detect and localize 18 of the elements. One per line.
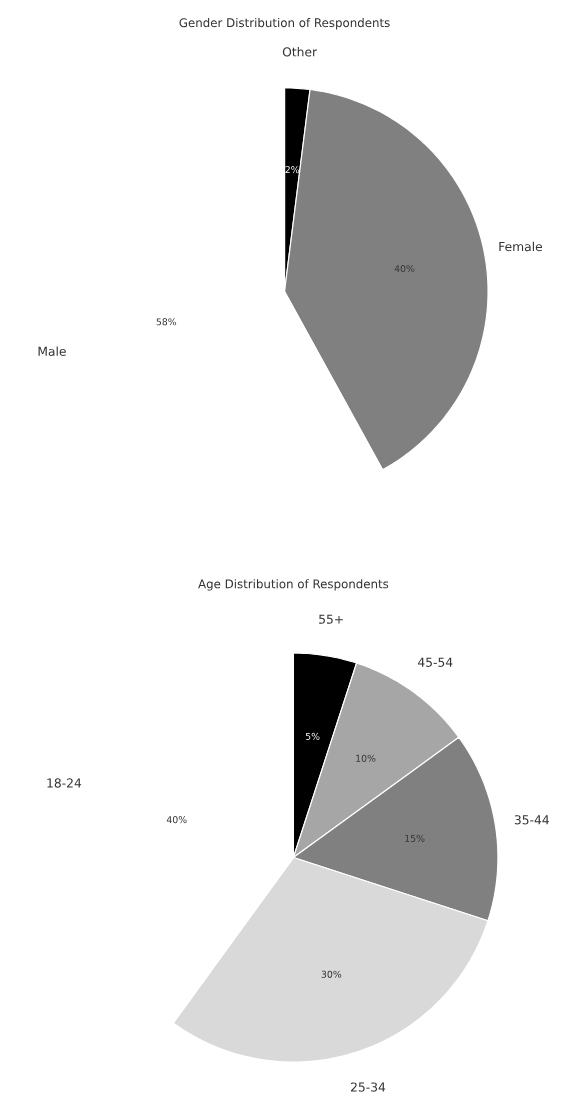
data-label: 5% xyxy=(305,732,320,740)
chart-title: Gender Distribution of Respondents xyxy=(179,18,390,30)
slice-label: 18-24 xyxy=(47,778,82,788)
data-label: 40% xyxy=(394,265,415,273)
slice-label: Female xyxy=(499,241,543,252)
chart-title: Age Distribution of Respondents xyxy=(198,579,389,591)
data-label: 58% xyxy=(156,318,177,326)
data-label: 10% xyxy=(356,754,376,762)
slice-label: 25-34 xyxy=(350,1082,386,1092)
data-label: 2% xyxy=(285,166,300,174)
data-label: 40% xyxy=(166,816,187,824)
data-label: 30% xyxy=(321,970,342,978)
slice-label: 35-44 xyxy=(514,815,549,825)
slice-label: 55+ xyxy=(319,614,343,624)
slice-label: 45-54 xyxy=(417,657,453,667)
slice-label: Other xyxy=(282,47,318,57)
data-label: 15% xyxy=(405,834,425,842)
slice-label: Male xyxy=(38,346,66,356)
